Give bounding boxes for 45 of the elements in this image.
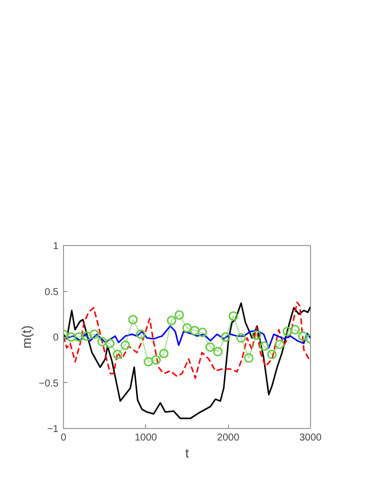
y-tick-label: 1 [52,241,59,252]
point [259,341,269,351]
point [282,326,292,336]
point [190,326,200,336]
line-series [64,301,310,379]
y-tick-label: 0 [52,332,59,344]
point [97,336,107,346]
point [228,311,238,321]
x-axis-title: t [185,446,190,460]
y-axis-title: m(t) [18,325,34,349]
point [120,340,130,350]
point [213,346,223,356]
point [151,355,161,365]
point [144,356,154,366]
point [244,353,254,363]
point [267,350,277,360]
point [90,330,100,339]
y-tick-label: −0.5 [38,378,59,390]
point [112,350,122,360]
y-tick-label: −1 [47,424,59,435]
point [220,332,230,342]
x-tick-label: 3000 [299,432,322,444]
point [182,323,192,333]
y-tick-label: 0.5 [44,286,59,298]
point [174,310,184,320]
line-series [64,325,310,349]
point [74,332,84,342]
point [274,340,284,350]
point [105,338,115,348]
point [298,331,308,341]
point [128,314,138,324]
x-tick-label: 1000 [134,432,158,444]
point [205,342,215,352]
point [136,330,146,339]
point [236,333,246,343]
x-tick-label: 0 [60,432,67,444]
line-series [64,302,310,420]
x-tick-label: 2000 [217,432,240,444]
point [66,332,76,342]
point [82,331,92,341]
point [166,316,176,326]
point [290,324,300,334]
point [159,348,169,358]
point [252,330,262,340]
point [198,328,208,338]
